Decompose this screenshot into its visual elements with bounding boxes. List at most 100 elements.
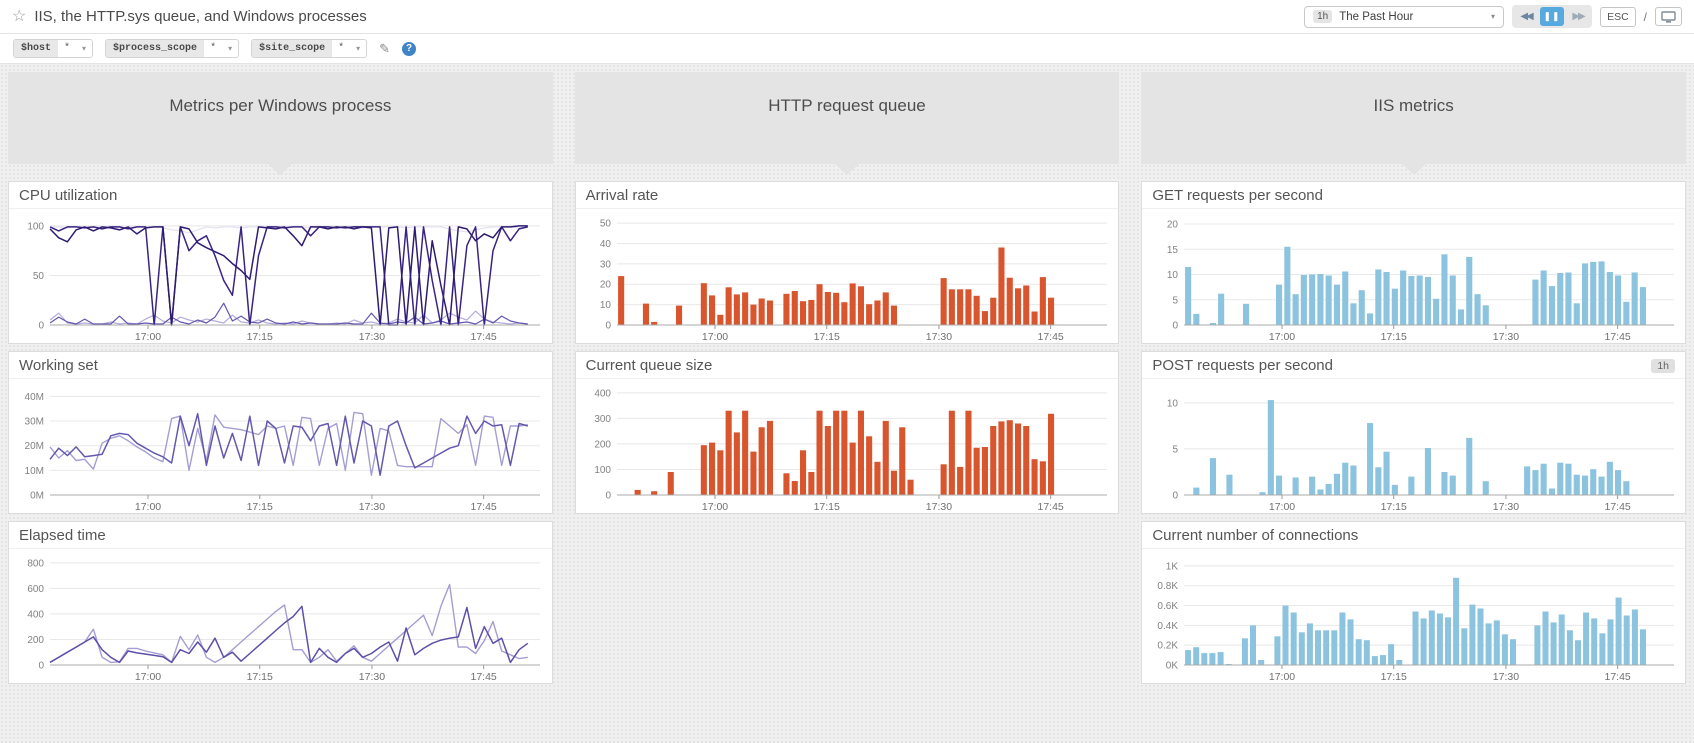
svg-text:17:00: 17:00: [1269, 671, 1295, 683]
panel-title: Elapsed time: [19, 527, 106, 544]
svg-text:0: 0: [39, 321, 45, 332]
chevron-down-icon: ▾: [228, 44, 233, 53]
svg-text:10: 10: [1167, 270, 1179, 281]
chart-panel-get: GET requests per second 0 5 10 15 20 17:00 17:1…: [1141, 181, 1686, 344]
group-title: HTTP request queue: [768, 96, 926, 115]
svg-text:17:45: 17:45: [471, 501, 497, 513]
svg-text:0: 0: [605, 491, 611, 502]
svg-text:17:00: 17:00: [135, 331, 161, 343]
group-header[interactable]: IIS metrics: [1141, 72, 1686, 175]
chart-panel-working-set: Working set 0M 10M 20M 30M 40M 17:00 17:15 17:30…: [8, 351, 553, 514]
group-header[interactable]: Metrics per Windows process: [8, 72, 553, 175]
esc-button[interactable]: ESC: [1600, 6, 1636, 27]
group-header[interactable]: HTTP request queue: [574, 72, 1120, 175]
svg-text:0: 0: [1172, 491, 1178, 502]
variable-process-scope[interactable]: $process_scope * ▾: [105, 39, 240, 58]
svg-text:0.4K: 0.4K: [1157, 621, 1178, 632]
panel-header: GET requests per second: [1142, 182, 1685, 209]
chart-panel-post: POST requests per second 1h 0 5 10 17:00 17:15…: [1141, 351, 1686, 514]
svg-text:400: 400: [594, 388, 611, 399]
svg-text:15: 15: [1167, 245, 1179, 256]
svg-text:0.2K: 0.2K: [1157, 641, 1178, 652]
chart-panel-queue: Current queue size 0 100 200 300 400 17:00 17:1…: [574, 351, 1120, 514]
svg-text:200: 200: [594, 439, 611, 450]
variable-site-scope[interactable]: $site_scope * ▾: [251, 39, 368, 58]
svg-text:17:00: 17:00: [1269, 501, 1295, 513]
panel-title: Working set: [19, 357, 98, 374]
fast-forward-button[interactable]: ▶▶: [1572, 11, 1585, 22]
svg-text:17:00: 17:00: [135, 671, 161, 683]
chart-queue[interactable]: 0 100 200 300 400 17:00 17:15 17:30 17:45: [577, 381, 1117, 513]
svg-text:200: 200: [28, 635, 45, 646]
panel-header: CPU utilization: [9, 182, 552, 209]
svg-text:17:45: 17:45: [471, 331, 497, 343]
svg-text:17:15: 17:15: [814, 331, 840, 343]
help-icon[interactable]: ?: [402, 41, 417, 56]
variable-host[interactable]: $host * ▾: [13, 39, 94, 58]
panel-header: Current queue size: [575, 352, 1119, 379]
fullscreen-tv-button[interactable]: [1655, 7, 1682, 26]
chevron-down-icon: ▾: [1491, 12, 1496, 21]
svg-text:0.8K: 0.8K: [1157, 581, 1178, 592]
svg-text:800: 800: [28, 558, 45, 569]
variable-value: *: [210, 43, 217, 54]
title-bar: ☆ IIS, the HTTP.sys queue, and Windows p…: [0, 0, 1694, 34]
svg-text:10: 10: [1167, 398, 1179, 409]
svg-text:100: 100: [594, 465, 611, 476]
panel-title: GET requests per second: [1152, 187, 1323, 204]
rewind-button[interactable]: ◀◀: [1520, 11, 1533, 22]
time-range-picker[interactable]: 1h The Past Hour ▾: [1304, 5, 1505, 28]
svg-text:10M: 10M: [25, 466, 44, 477]
chart-arrival[interactable]: 0 10 20 30 40 50 17:00 17:15 17:30 17:45: [577, 211, 1117, 343]
svg-text:0: 0: [605, 321, 611, 332]
title-bar-controls: 1h The Past Hour ▾ ◀◀ ❚❚ ▶▶ ESC /: [1304, 5, 1682, 28]
svg-text:40: 40: [600, 239, 612, 250]
svg-text:17:00: 17:00: [702, 501, 728, 513]
chart-post[interactable]: 0 5 10 17:00 17:15 17:30 17:45: [1144, 381, 1684, 513]
svg-text:0.6K: 0.6K: [1157, 601, 1178, 612]
svg-text:400: 400: [28, 609, 45, 620]
chart-elapsed[interactable]: 0 200 400 600 800 17:00 17:15 17:30 17:45: [10, 551, 550, 683]
svg-text:1K: 1K: [1165, 561, 1178, 572]
svg-text:17:15: 17:15: [814, 501, 840, 513]
panel-header: POST requests per second 1h: [1142, 352, 1685, 379]
panel-header: Elapsed time: [9, 522, 552, 549]
svg-text:5: 5: [1172, 444, 1178, 455]
svg-text:600: 600: [28, 584, 45, 595]
svg-text:5: 5: [1172, 295, 1178, 306]
group-title: IIS metrics: [1373, 96, 1454, 115]
svg-text:17:45: 17:45: [1604, 331, 1630, 343]
svg-text:17:30: 17:30: [1492, 501, 1518, 513]
svg-text:17:00: 17:00: [702, 331, 728, 343]
panel-header: Arrival rate: [575, 182, 1119, 209]
dashboard-grid: Metrics per Windows process CPU utilizati…: [0, 64, 1694, 684]
svg-text:17:30: 17:30: [359, 501, 385, 513]
svg-text:0K: 0K: [1165, 661, 1178, 672]
svg-text:20: 20: [600, 280, 612, 291]
chevron-down-icon: ▾: [356, 44, 361, 53]
chart-panel-connections: Current number of connections 0K 0.2K 0.4K 0…: [1141, 521, 1686, 684]
svg-text:17:15: 17:15: [247, 671, 273, 683]
svg-text:17:45: 17:45: [1037, 501, 1063, 513]
favorite-star-icon[interactable]: ☆: [12, 7, 27, 25]
svg-text:17:45: 17:45: [1604, 671, 1630, 683]
dashboard-column: HTTP request queue Arrival rate 0 10 20 30 40 5…: [574, 72, 1120, 514]
edit-pencil-icon[interactable]: ✎: [379, 40, 391, 56]
dashboard-title: IIS, the HTTP.sys queue, and Windows pro…: [34, 8, 367, 25]
variable-value: *: [338, 43, 345, 54]
panel-header: Current number of connections: [1142, 522, 1685, 549]
svg-text:20: 20: [1167, 220, 1179, 231]
chart-cpu[interactable]: 0 50 100 17:00 17:15 17:30 17:45: [10, 211, 550, 343]
svg-text:100: 100: [28, 221, 45, 232]
chart-get[interactable]: 0 5 10 15 20 17:00 17:15 17:30 17:45: [1144, 211, 1684, 343]
panel-header: Working set: [9, 352, 552, 379]
pause-button[interactable]: ❚❚: [1540, 7, 1565, 26]
svg-text:30: 30: [600, 259, 612, 270]
svg-text:17:45: 17:45: [1604, 501, 1630, 513]
variable-name: $site_scope: [252, 40, 333, 57]
chart-connections[interactable]: 0K 0.2K 0.4K 0.6K 0.8K 1K 17:00 17:15 17:30 17:45: [1144, 551, 1684, 683]
svg-text:17:30: 17:30: [926, 501, 952, 513]
variable-name: $host: [14, 40, 59, 57]
chart-working-set[interactable]: 0M 10M 20M 30M 40M 17:00 17:15 17:30 17:45: [10, 381, 550, 513]
svg-text:17:30: 17:30: [359, 671, 385, 683]
